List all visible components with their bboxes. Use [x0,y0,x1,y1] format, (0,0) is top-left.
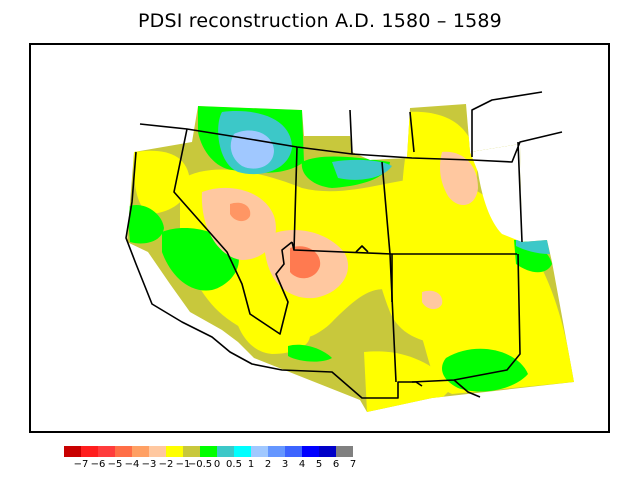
peach-kansas [422,290,443,310]
legend-tick-label: −7 [73,459,89,470]
green-coast [127,204,164,244]
legend-colorbar [64,446,353,457]
legend-swatch [98,446,115,457]
legend-tick-label: 0 [213,459,221,470]
legend-tick-label: −6 [90,459,106,470]
southern-border [411,253,521,398]
salmon-great-basin [230,202,251,222]
lightblue-north [230,130,274,169]
legend-tick-label: −5 [107,459,123,470]
legend-tick-label: −3 [141,459,157,470]
legend-swatch [81,446,98,457]
teal-montana [332,159,392,180]
legend-tick-label: 6 [332,459,340,470]
yellow-sw [232,298,311,354]
yellow-southeast [376,238,511,344]
legend-swatch [166,446,183,457]
california-nevada-border [173,128,293,335]
legend-tick-label: 2 [264,459,272,470]
green-texas [442,348,528,392]
teal-east [516,240,550,254]
legend-tick-labels: −7 −6 −5 −4 −3 −2 −1 −0.5 0 0.5 1 2 3 4 5 6 7 [0,459,640,473]
yellow-west [133,150,190,214]
map-title: PDSI reconstruction A.D. 1580 – 1589 [138,10,502,32]
legend-tick-label: 1 [247,459,255,470]
legend-swatch [234,446,251,457]
northern-boundaries [139,91,563,243]
legend-tick-label: −1 [175,459,191,470]
legend-tick-label: −0.5 [187,459,213,470]
legend-swatch [200,446,217,457]
map-frame [29,43,610,433]
pdsi-field [127,104,574,412]
legend-tick-label: 3 [281,459,289,470]
legend-tick-label: −2 [158,459,174,470]
no-data-area [470,144,522,242]
legend-swatch [319,446,336,457]
legend-swatch [268,446,285,457]
west-coast-and-border [125,151,423,399]
legend-swatch [183,446,200,457]
legend-swatch [149,446,166,457]
legend-swatch [285,446,302,457]
map-outlines [125,91,563,399]
pdsi-map [125,91,574,412]
legend-swatch [336,446,353,457]
legend-swatch [251,446,268,457]
legend-tick-label: 7 [349,459,357,470]
mountain-border [381,161,397,383]
orange-utah [290,246,321,279]
peach-dakota [440,151,478,206]
legend-tick-label: −4 [124,459,140,470]
peach-great-basin [201,187,276,260]
legend-swatch [132,446,149,457]
legend-tick-label: 0.5 [226,459,242,470]
legend-swatch [302,446,319,457]
legend-swatch [217,446,234,457]
northern-minor-lines [349,109,415,155]
legend-tick-label: 5 [315,459,323,470]
lake-outline [355,245,369,253]
legend-tick-label: 4 [298,459,306,470]
green-arizona [288,344,332,362]
legend-swatch [64,446,81,457]
legend-swatch [115,446,132,457]
